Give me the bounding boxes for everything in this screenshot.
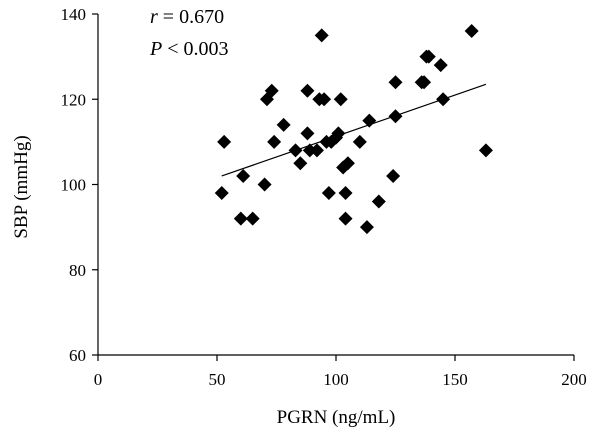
data-point <box>264 83 279 98</box>
x-tick-label: 150 <box>442 370 468 389</box>
data-point <box>352 134 367 149</box>
p-value: < 0.003 <box>162 38 228 60</box>
data-point <box>388 75 403 90</box>
data-point <box>321 186 336 201</box>
p-value-annotation: P < 0.003 <box>149 38 229 60</box>
y-tick-label: 80 <box>69 261 86 280</box>
data-point <box>421 49 436 64</box>
data-point <box>309 143 324 158</box>
data-point <box>276 117 291 132</box>
data-point <box>371 194 386 209</box>
data-point <box>478 143 493 158</box>
data-point <box>314 28 329 43</box>
data-point <box>340 156 355 171</box>
correlation-annotation: r = 0.670 <box>150 6 224 28</box>
data-point <box>464 24 479 39</box>
data-points <box>214 24 493 235</box>
y-tick-label: 120 <box>61 90 87 109</box>
y-tick-label: 60 <box>69 346 86 365</box>
r-symbol: r <box>150 6 158 28</box>
data-point <box>388 109 403 124</box>
data-point <box>333 92 348 107</box>
data-point <box>233 211 248 226</box>
y-axis-title: SBP (mmHg) <box>11 135 32 238</box>
plot-area: 60 80 100 120 140 0 50 100 150 200 <box>61 5 587 389</box>
data-point <box>217 134 232 149</box>
data-point <box>417 75 432 90</box>
data-point <box>302 143 317 158</box>
data-point <box>293 156 308 171</box>
x-tick-label: 0 <box>94 370 103 389</box>
data-point <box>433 58 448 73</box>
data-point <box>436 92 451 107</box>
data-point <box>362 113 377 128</box>
data-point <box>331 126 346 141</box>
x-axis-title: PGRN (ng/mL) <box>277 407 396 428</box>
data-point <box>288 143 303 158</box>
x-tick-label: 100 <box>323 370 349 389</box>
x-tick-label: 50 <box>209 370 226 389</box>
y-tick-label: 140 <box>61 5 87 24</box>
data-point <box>245 211 260 226</box>
data-point <box>257 177 272 192</box>
data-point <box>386 168 401 183</box>
data-point <box>338 186 353 201</box>
data-point <box>300 126 315 141</box>
data-point <box>236 168 251 183</box>
data-point <box>267 134 282 149</box>
data-point <box>338 211 353 226</box>
data-point <box>317 92 332 107</box>
r-value: = 0.670 <box>158 6 224 28</box>
data-point <box>214 186 229 201</box>
y-tick-label: 100 <box>61 176 87 195</box>
data-point <box>300 83 315 98</box>
data-point <box>359 220 374 235</box>
p-symbol: P <box>149 38 162 60</box>
x-tick-label: 200 <box>561 370 587 389</box>
